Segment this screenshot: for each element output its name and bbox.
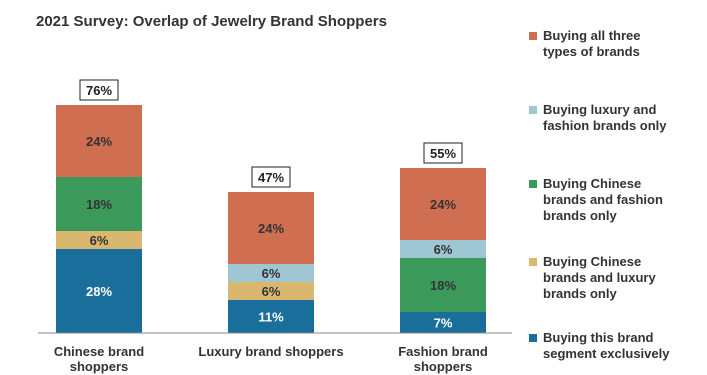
total-label: 55% bbox=[430, 146, 456, 161]
segment-value-label: 6% bbox=[434, 242, 453, 257]
total-label-box bbox=[251, 166, 291, 188]
legend: Buying all three types of brands Buying lu… bbox=[529, 28, 670, 361]
bar-segment bbox=[56, 231, 142, 249]
segment-value-label: 6% bbox=[262, 284, 281, 299]
bar-segment bbox=[56, 105, 142, 177]
segment-value-label: 24% bbox=[430, 197, 456, 212]
legend-swatch bbox=[529, 32, 537, 40]
legend-label: Buying Chinese brands and luxury brands on… bbox=[543, 254, 656, 301]
bar-segment bbox=[56, 249, 142, 333]
category-label: Luxury brand shoppers bbox=[198, 344, 343, 359]
legend-swatch bbox=[529, 334, 537, 342]
segment-value-label: 11% bbox=[258, 310, 284, 325]
segment-value-label: 6% bbox=[262, 266, 281, 281]
bar-segment bbox=[400, 240, 486, 258]
category-labels: Chinese brand shoppers Luxury brand shoppe… bbox=[54, 344, 488, 374]
legend-swatch bbox=[529, 180, 537, 188]
segment-value-label: 24% bbox=[86, 134, 112, 149]
segment-value-label: 7% bbox=[434, 316, 453, 331]
segment-value-label: 6% bbox=[90, 233, 109, 248]
category-label: Fashion brand shoppers bbox=[398, 344, 488, 374]
category-label: Chinese brand shoppers bbox=[54, 344, 144, 374]
chart-title: 2021 Survey: Overlap of Jewelry Brand Sh… bbox=[36, 13, 387, 30]
bar-segment bbox=[228, 300, 314, 333]
total-label-box bbox=[79, 79, 119, 101]
segment-value-label: 24% bbox=[258, 221, 284, 236]
total-label: 47% bbox=[258, 170, 284, 185]
bar-segment bbox=[228, 264, 314, 282]
legend-label: Buying all three types of brands bbox=[543, 28, 641, 59]
legend-swatch bbox=[529, 106, 537, 114]
bar-segment bbox=[400, 168, 486, 240]
bars-group: 28% 6% 18% 24% 76% 11% 6% 6% 24% 47% 7% 18% 6% 24% 55% bbox=[56, 79, 486, 333]
bar-segment bbox=[56, 177, 142, 231]
segment-value-label: 18% bbox=[430, 278, 456, 293]
legend-label: Buying luxury and fashion brands only bbox=[543, 102, 667, 133]
segment-value-label: 28% bbox=[86, 284, 112, 299]
total-label: 76% bbox=[86, 83, 112, 98]
legend-label: Buying Chinese brands and fashion brands o… bbox=[543, 176, 663, 223]
segment-value-label: 18% bbox=[86, 197, 112, 212]
bar-segment bbox=[400, 312, 486, 333]
bar-segment bbox=[228, 192, 314, 264]
bar-segment bbox=[400, 258, 486, 312]
legend-label: Buying this brand segment exclusively bbox=[543, 330, 670, 361]
total-label-box bbox=[423, 142, 463, 164]
bar-segment bbox=[228, 282, 314, 300]
legend-swatch bbox=[529, 258, 537, 266]
